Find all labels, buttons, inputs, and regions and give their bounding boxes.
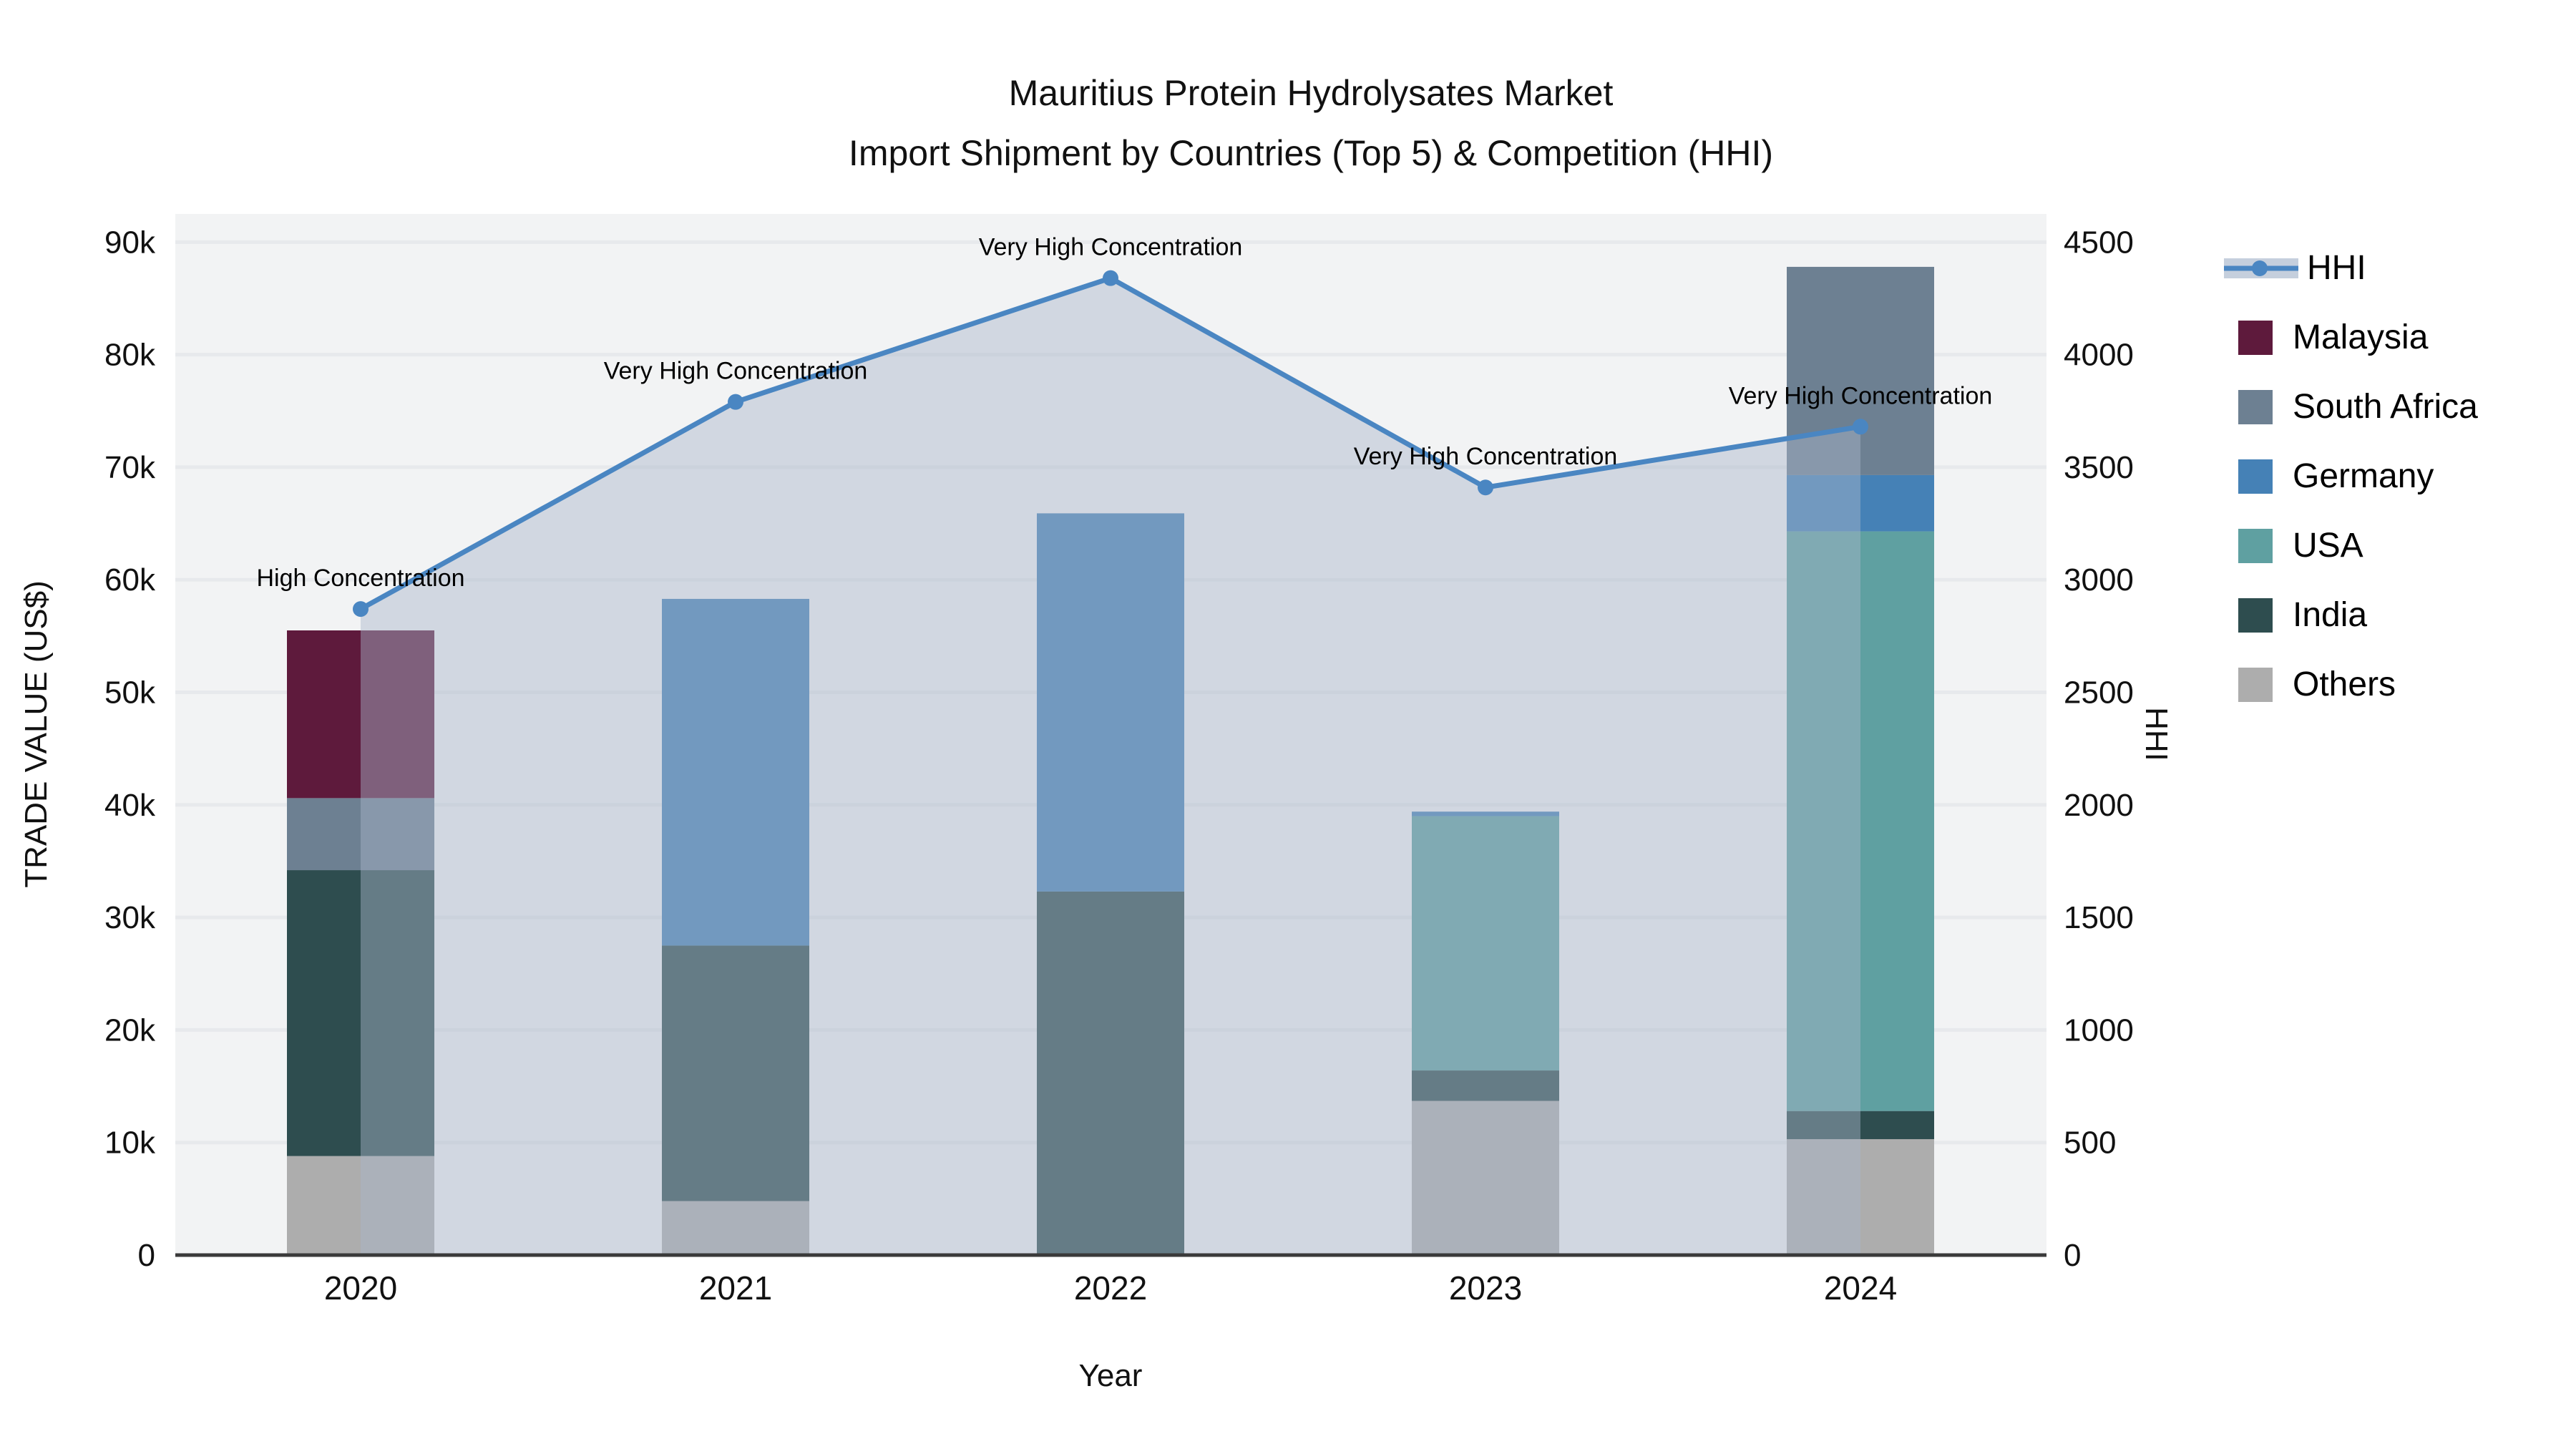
annotation-label: Very High Concentration: [979, 234, 1243, 261]
bar-segment-india: [1412, 1070, 1559, 1101]
y-left-tick: 90k: [104, 225, 156, 260]
hhi-annotations: High Concentration Very High Concentratio…: [256, 234, 1992, 592]
y-right-tick: 4000: [2064, 338, 2134, 373]
hhi-point: [1103, 270, 1118, 286]
bar-segment-others: [1787, 1138, 1934, 1255]
bar-segment-usa: [1787, 531, 1934, 1111]
legend-label: Malaysia: [2293, 318, 2429, 356]
y-left-tick: 60k: [104, 562, 156, 597]
bar-segment-germany: [1787, 474, 1934, 532]
y-axis-title-left-text: TRADE VALUE (US$): [19, 580, 54, 888]
bar-segment-south-africa: [287, 798, 434, 871]
y-right-tick: 500: [2064, 1126, 2116, 1161]
bar-segment-germany: [1412, 811, 1559, 816]
bar-segment-germany: [662, 598, 809, 946]
legend-item-hhi: HHI: [2224, 233, 2478, 303]
hhi-point: [353, 601, 369, 618]
x-tick: 2020: [324, 1269, 397, 1307]
hhi-point: [1478, 479, 1493, 496]
legend: HHI Malaysia South Africa Germany USA India Ot…: [2224, 233, 2478, 719]
bar-segment-south-africa: [1787, 266, 1934, 475]
legend-label: HHI: [2307, 249, 2366, 287]
y-right-tick: 3500: [2064, 450, 2134, 485]
legend-swatch: [2238, 667, 2273, 702]
hhi-points: [353, 270, 1868, 618]
hhi-point: [1853, 419, 1868, 435]
legend-item-malaysia: Malaysia: [2238, 303, 2478, 372]
legend-swatch: [2238, 528, 2273, 563]
axis-tick-labels: 0 10k 20k 30k 40k 50k 60k 70k 80k 90k 0 500 1000 1500…: [104, 225, 2134, 1273]
y-left-tick: 50k: [104, 675, 156, 711]
y-right-tick: 1500: [2064, 900, 2134, 935]
legend-label: Germany: [2293, 457, 2434, 495]
chart-title-line1: Mauritius Protein Hydrolysates Market: [1008, 73, 1614, 113]
legend-item-usa: USA: [2238, 511, 2478, 580]
chart-title-line2: Import Shipment by Countries (Top 5) & C…: [848, 133, 1774, 173]
legend-label: India: [2293, 596, 2368, 634]
y-left-tick: 80k: [104, 338, 156, 373]
bars-group: [287, 266, 1934, 1255]
chart-title: Mauritius Protein Hydrolysates Market Im…: [452, 63, 2170, 183]
annotation-label: Very High Concentration: [604, 358, 868, 385]
legend-item-south-africa: South Africa: [2238, 372, 2478, 441]
legend-label: Others: [2293, 665, 2396, 703]
y-right-tick: 2000: [2064, 788, 2134, 823]
y-left-tick: 70k: [104, 450, 156, 485]
hhi-area-fill: [361, 278, 1860, 1256]
annotation-label: Very High Concentration: [1729, 382, 1993, 409]
y-left-tick: 10k: [104, 1126, 156, 1161]
hhi-point: [728, 394, 743, 410]
x-axis-title: Year: [1078, 1358, 1143, 1393]
annotation-label: Very High Concentration: [1354, 443, 1618, 470]
x-tick: 2022: [1074, 1269, 1147, 1307]
annotation-label: High Concentration: [256, 565, 464, 592]
legend-swatch: [2238, 597, 2273, 633]
y-left-tick: 40k: [104, 788, 156, 823]
bar-segment-others: [662, 1201, 809, 1255]
legend-swatch: [2238, 320, 2273, 355]
bar-segment-others: [287, 1156, 434, 1255]
bar-segment-others: [1412, 1101, 1559, 1255]
legend-item-india: India: [2238, 580, 2478, 650]
bar-segment-india: [1037, 891, 1184, 1255]
y-right-tick: 0: [2064, 1238, 2081, 1273]
y-left-tick: 0: [138, 1238, 155, 1273]
x-tick: 2024: [1824, 1269, 1897, 1307]
y-right-tick: 2500: [2064, 675, 2134, 711]
y-right-tick: 3000: [2064, 562, 2134, 597]
bar-segment-india: [662, 945, 809, 1201]
legend-label: USA: [2293, 527, 2363, 565]
y-right-tick: 1000: [2064, 1013, 2134, 1048]
x-tick-labels: 2020 2021 2022 2023 2024: [324, 1269, 1897, 1307]
bar-segment-india: [287, 870, 434, 1156]
hhi-line-legend-sample: [2224, 255, 2298, 281]
legend-swatch: [2238, 459, 2273, 494]
y-left-tick: 20k: [104, 1013, 156, 1048]
bar-segment-germany: [1037, 513, 1184, 892]
legend-label: South Africa: [2293, 388, 2478, 426]
y-axis-title-right: HHI: [2139, 707, 2228, 770]
bar-segment-india: [1787, 1111, 1934, 1139]
bar-segment-usa: [1412, 816, 1559, 1071]
x-tick: 2023: [1449, 1269, 1522, 1307]
y-left-tick: 30k: [104, 900, 156, 935]
bar-segment-malaysia: [287, 630, 434, 799]
x-tick: 2021: [699, 1269, 772, 1307]
legend-item-others: Others: [2238, 650, 2478, 719]
y-axis-title-right-text: HHI: [2139, 707, 2174, 761]
legend-item-germany: Germany: [2238, 441, 2478, 511]
y-right-tick: 4500: [2064, 225, 2134, 260]
legend-swatch: [2238, 389, 2273, 424]
